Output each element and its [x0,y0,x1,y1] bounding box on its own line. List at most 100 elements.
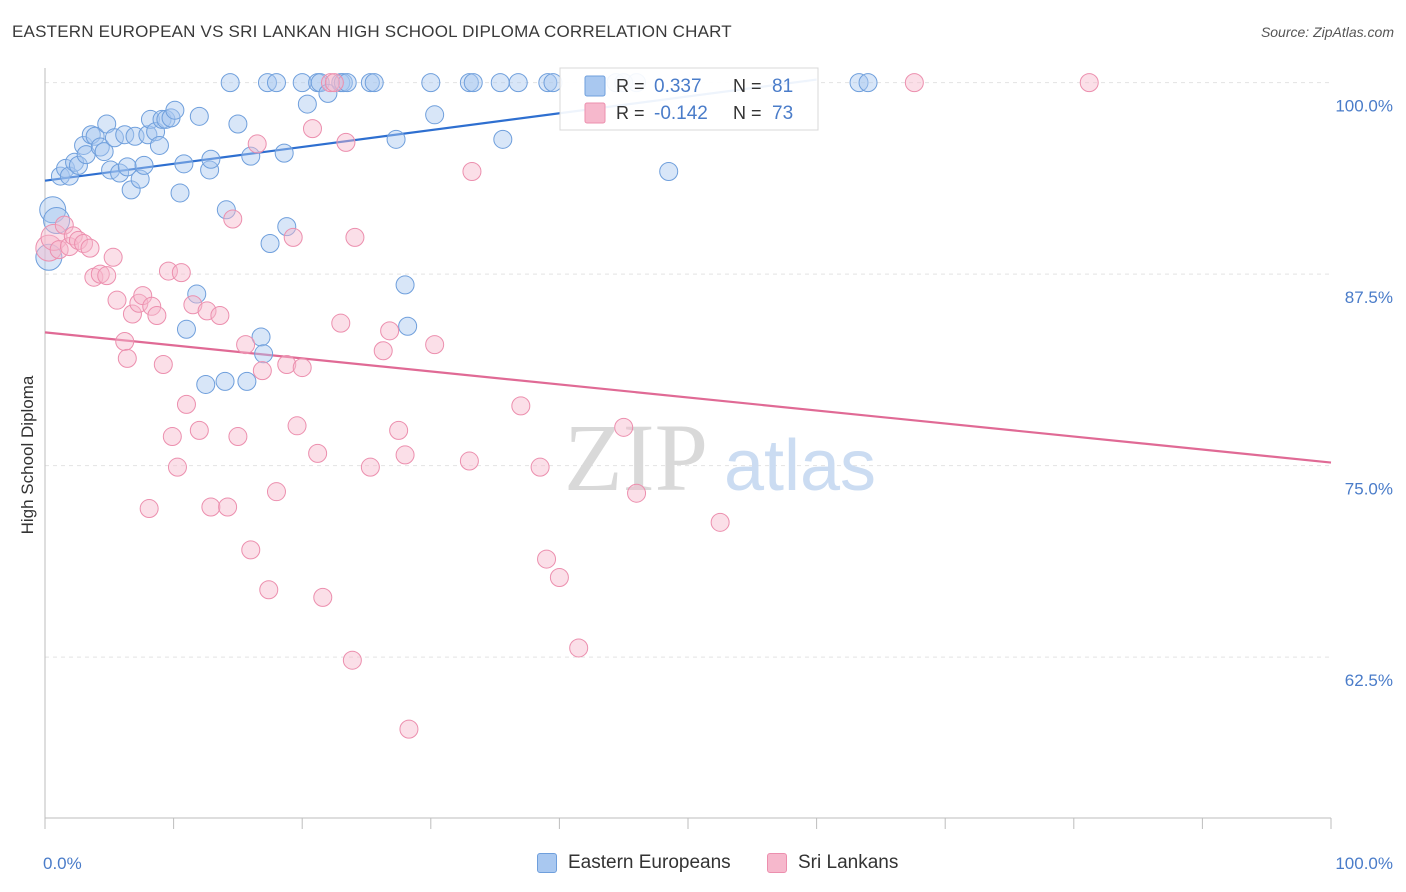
point-sri-lankan [395,445,415,465]
point-sri-lankan [197,301,217,321]
source-credit: Source: ZipAtlas.com [1260,24,1394,40]
y-tick-label: 62.5% [1345,671,1393,690]
point-eastern-european [68,155,88,175]
point-sri-lankan [115,332,135,352]
point-sri-lankan [241,540,261,560]
point-eastern-european [196,374,216,394]
point-sri-lankan [399,719,419,739]
point-sri-lankan [283,227,303,247]
point-sri-lankan [549,567,569,587]
point-eastern-european [266,73,286,93]
point-eastern-european [201,149,221,169]
point-sri-lankan [380,321,400,341]
point-sri-lankan [292,358,312,378]
point-sri-lankan [247,134,267,154]
point-sri-lankan [223,209,243,229]
point-sri-lankan [68,230,88,250]
stats-legend: R = 0.337 N = 81 R = -0.142 N = 73 [559,67,819,131]
legend-swatch-pink [767,853,787,873]
y-tick-label: 87.5% [1345,288,1393,307]
point-eastern-european [65,152,85,172]
point-eastern-european [39,196,67,224]
point-sri-lankan [228,427,248,447]
point-eastern-european [187,284,207,304]
point-eastern-european [858,73,878,93]
stats-r-value: 0.337 [654,76,702,97]
stats-n-label: N = [733,76,762,96]
x-tick-label-max: 100.0% [1335,854,1393,873]
point-sri-lankan [147,306,167,326]
stats-r-label: R = [616,103,645,123]
watermark-zip: ZIP [564,404,708,511]
chart-title: EASTERN EUROPEAN VS SRI LANKAN HIGH SCHO… [12,22,732,41]
point-eastern-european [425,105,445,125]
legend-label-eastern-europeans: Eastern Europeans [568,852,731,873]
point-sri-lankan [162,427,182,447]
point-eastern-european [493,129,513,149]
x-tick-label-min: 0.0% [43,854,82,873]
point-eastern-european [277,217,297,237]
point-eastern-european [241,146,261,166]
y-tick-label: 100.0% [1335,97,1393,116]
point-eastern-european [386,129,406,149]
stats-swatch [584,75,606,97]
point-sri-lankan [1079,73,1099,93]
legend-label-sri-lankans: Sri Lankans [798,852,899,873]
point-eastern-european [200,160,220,180]
stats-n-value: 73 [772,103,793,124]
point-sri-lankan [627,483,647,503]
point-sri-lankan [176,394,196,414]
legend-item-sri-lankans[interactable]: Sri Lankans [767,852,898,874]
point-sri-lankan [710,512,730,532]
point-eastern-european [104,128,124,148]
watermark: ZIP atlas [564,404,876,511]
point-sri-lankan [569,638,589,658]
point-eastern-european [297,94,317,114]
point-eastern-european [659,161,679,181]
bottom-legend: Eastern Europeans Sri Lankans [0,852,1406,878]
axes: High School Diploma [18,68,1332,829]
point-sri-lankan [308,443,328,463]
legend-item-eastern-europeans[interactable]: Eastern Europeans [537,852,731,874]
point-eastern-european [165,100,185,120]
point-sri-lankan [259,580,279,600]
grid-lines [45,82,1331,658]
point-sri-lankan [904,73,924,93]
point-eastern-european [508,73,528,93]
point-eastern-european [170,183,190,203]
point-eastern-european [220,73,240,93]
point-sri-lankan [103,247,123,267]
point-sri-lankan [287,416,307,436]
stats-swatch [584,102,606,124]
point-sri-lankan [462,161,482,181]
point-sri-lankan [459,451,479,471]
point-sri-lankan [183,295,203,315]
point-sri-lankan [373,341,393,361]
point-eastern-european [174,154,194,174]
point-sri-lankan [336,132,356,152]
point-eastern-european [237,371,257,391]
stats-n-value: 81 [772,76,793,97]
point-eastern-european [421,73,441,93]
point-sri-lankan [153,355,173,375]
point-sri-lankan [236,335,256,355]
point-eastern-european [254,344,274,364]
point-eastern-european [274,143,294,163]
point-eastern-european [251,327,271,347]
y-axis-label: High School Diploma [18,375,37,534]
point-sri-lankan [324,73,344,93]
point-eastern-european [228,114,248,134]
point-eastern-european [74,135,94,155]
point-eastern-european [260,234,280,253]
point-eastern-european [215,371,235,391]
point-eastern-european [364,73,384,93]
point-eastern-european [134,155,154,175]
point-eastern-european [117,157,137,177]
stats-n-label: N = [733,103,762,123]
point-sri-lankan [342,650,362,670]
point-sri-lankan [49,240,69,260]
point-sri-lankan [122,304,142,324]
stats-r-label: R = [616,76,645,96]
point-eastern-european [110,163,130,183]
